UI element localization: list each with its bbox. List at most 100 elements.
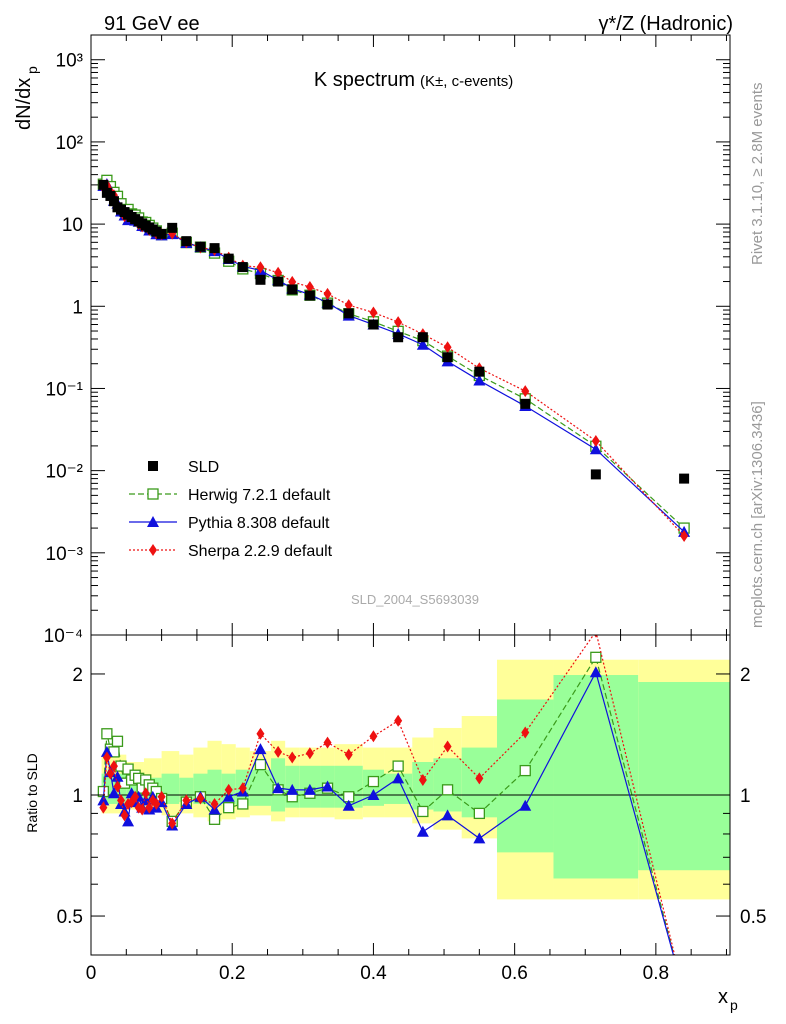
herwig-ratio-point bbox=[254, 758, 267, 771]
sherpa-main-point bbox=[256, 261, 265, 274]
pythia-main-point bbox=[416, 338, 429, 350]
herwig-ratio-point bbox=[122, 763, 134, 775]
sherpa-main-point bbox=[443, 341, 452, 354]
herwig-ratio-point bbox=[101, 728, 113, 740]
x-tick-label: 0.2 bbox=[219, 963, 245, 984]
legend-label: Sherpa 2.2.9 default bbox=[188, 543, 333, 560]
y-tick-label: 10⁻¹ bbox=[46, 379, 84, 400]
sld-data-point bbox=[474, 366, 485, 377]
sld-data-point bbox=[255, 274, 266, 285]
sherpa-ratio-point bbox=[152, 797, 161, 810]
legend-marker bbox=[149, 544, 157, 556]
y-tick-label: 10⁻² bbox=[46, 462, 84, 483]
y-tick-label: 10³ bbox=[56, 51, 83, 72]
plot-subtitle: (K±, c-events) bbox=[420, 73, 513, 90]
ratio-band-inner bbox=[179, 777, 194, 803]
y-tick-label: 10⁻³ bbox=[46, 544, 84, 565]
pythia-ratio-point bbox=[222, 790, 235, 802]
sld-data-point bbox=[368, 319, 379, 330]
pythia-main-point bbox=[473, 374, 486, 386]
sherpa-ratio-point bbox=[418, 773, 427, 786]
sherpa-main-point bbox=[521, 385, 530, 398]
sherpa-ratio-point bbox=[196, 792, 205, 805]
plot-title: K spectrum bbox=[314, 69, 415, 91]
ratio-tick-label: 2 bbox=[72, 665, 83, 686]
pythia-ratio-point bbox=[342, 799, 355, 811]
ratio-uncertainty-bands bbox=[101, 659, 730, 900]
sld-data-point bbox=[304, 290, 315, 301]
herwig-ratio-point bbox=[237, 798, 249, 810]
sherpa-ratio-point bbox=[168, 817, 177, 830]
pythia-ratio-point bbox=[100, 745, 113, 757]
herwig-ratio-point bbox=[417, 805, 429, 818]
sld-data-point bbox=[590, 469, 601, 480]
sherpa-ratio-point bbox=[475, 772, 484, 785]
ratio-data-layer bbox=[91, 635, 730, 955]
x-tick-label: 0.8 bbox=[643, 963, 669, 984]
sherpa-ratio-point bbox=[182, 794, 191, 807]
x-tick-label: 0.4 bbox=[360, 963, 387, 984]
pythia-ratio-point bbox=[286, 783, 299, 795]
sld-data-point bbox=[273, 276, 284, 287]
ratio-axes: 0 0.2 0.4 0.6 0.8 0.5 0.5 1 1 2 2 bbox=[57, 635, 766, 984]
sherpa-ratio-point bbox=[102, 751, 111, 764]
pythia-ratio-point bbox=[107, 787, 120, 799]
x-tick-label: 0 bbox=[86, 963, 97, 984]
main-plot-frame bbox=[90, 34, 731, 636]
y-tick-label: 1 bbox=[72, 297, 83, 318]
pythia-ratio-point bbox=[111, 770, 124, 782]
sherpa-ratio-point bbox=[274, 745, 283, 758]
ratio-band-inner bbox=[638, 682, 730, 871]
pythia-ratio-point bbox=[254, 743, 267, 755]
ratio-tick-label: 0.5 bbox=[57, 907, 83, 928]
ratio-y-axis-label: Ratio to SLD bbox=[24, 753, 40, 832]
sherpa-ratio-point bbox=[238, 782, 247, 795]
x-axis-label: x bbox=[718, 986, 728, 1008]
pythia-ratio-point bbox=[589, 666, 602, 678]
pythia-ratio-point bbox=[473, 832, 486, 844]
ratio-tick-label-right: 2 bbox=[740, 665, 751, 686]
ratio-tick-label-right: 1 bbox=[740, 786, 751, 807]
ratio-band-inner bbox=[207, 769, 222, 806]
sherpa-ratio-point bbox=[305, 747, 314, 760]
sld-data-point bbox=[105, 190, 116, 201]
sld-data-point bbox=[442, 352, 453, 363]
ratio-tick-label: 1 bbox=[72, 786, 83, 807]
sherpa-main-point bbox=[323, 287, 332, 300]
sherpa-ratio-point bbox=[369, 730, 378, 743]
sherpa-ratio-point bbox=[210, 797, 219, 810]
sherpa-ratio-point bbox=[157, 790, 166, 803]
sld-data-point bbox=[223, 253, 234, 264]
y-axis-label-subscript: p bbox=[24, 66, 40, 74]
sherpa-ratio-point bbox=[141, 787, 150, 800]
ratio-tick-label-right: 0.5 bbox=[740, 907, 766, 928]
sherpa-main-point bbox=[305, 281, 314, 294]
y-tick-label: 10⁻⁴ bbox=[44, 626, 83, 647]
sherpa-ratio-point bbox=[323, 736, 332, 749]
sld-data-point bbox=[167, 222, 178, 233]
header-right: γ*/Z (Hadronic) bbox=[599, 13, 733, 35]
sld-data-point bbox=[343, 308, 354, 319]
sld-data-point bbox=[209, 243, 220, 254]
herwig-ratio-point bbox=[473, 807, 485, 820]
legend-label: Pythia 8.308 default bbox=[188, 515, 330, 532]
sherpa-ratio-point bbox=[521, 726, 530, 739]
herwig-ratio-point bbox=[208, 813, 221, 825]
pythia-ratio-point bbox=[272, 782, 285, 794]
sld-data-point bbox=[520, 398, 531, 409]
pythia-ratio-point bbox=[122, 815, 135, 827]
x-axis-title: x p bbox=[718, 986, 738, 1013]
pythia-ratio-point bbox=[321, 780, 334, 792]
pythia-ratio-point bbox=[519, 799, 532, 811]
herwig-ratio-point bbox=[367, 775, 380, 788]
sherpa-ratio-point bbox=[109, 760, 118, 773]
herwig-ratio-point bbox=[519, 764, 531, 777]
pythia-ratio-point bbox=[441, 809, 454, 821]
sherpa-ratio-point bbox=[443, 740, 452, 753]
legend-label: Herwig 7.2.1 default bbox=[188, 487, 331, 504]
ratio-band-inner bbox=[362, 769, 385, 806]
herwig-ratio-point bbox=[111, 735, 124, 747]
ratio-band-inner bbox=[249, 769, 272, 806]
sld-data-point bbox=[181, 236, 192, 247]
